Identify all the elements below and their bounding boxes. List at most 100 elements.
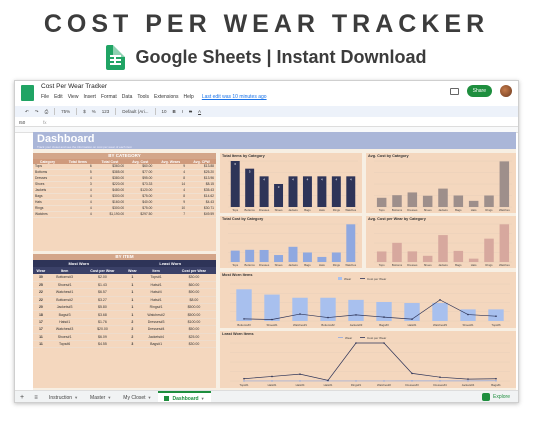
table-cell[interactable]: Rings — [33, 205, 63, 212]
total-cost-chart[interactable]: Total Cost by Category Tops Bottoms Dresse… — [220, 216, 362, 268]
table-cell[interactable]: $60.00 — [171, 281, 216, 290]
table-cell[interactable]: Tops — [33, 164, 63, 170]
undo-icon[interactable]: ↶ — [25, 108, 29, 114]
table-cell[interactable]: Hats#4 — [140, 288, 172, 297]
table-cell[interactable]: 1 — [124, 288, 141, 297]
table-cell[interactable]: Tops#1 — [140, 274, 172, 282]
table-cell[interactable]: $6.09 — [80, 333, 125, 342]
star-icon[interactable]: ☆ — [95, 83, 101, 89]
total-items-chart[interactable]: Total Items by Category Tops 6 Bottoms 5 Dre… — [220, 153, 362, 213]
table-cell[interactable]: 9 — [154, 199, 188, 206]
table-cell[interactable]: 4 — [62, 199, 94, 206]
table-cell[interactable]: Shoes#1 — [48, 333, 81, 342]
table-cell[interactable]: Hats#1 — [48, 318, 81, 327]
table-cell[interactable]: $4.55 — [80, 340, 125, 349]
table-cell[interactable]: 22 — [33, 288, 49, 297]
table-cell[interactable]: 9 — [154, 164, 188, 170]
document-title[interactable]: Cost Per Wear Tracker — [41, 83, 107, 90]
table-cell[interactable]: $2.00 — [80, 274, 125, 282]
table-cell[interactable]: $220.00 — [93, 181, 127, 188]
table-cell[interactable]: $360.00 — [93, 164, 127, 170]
italic-icon[interactable]: I — [181, 109, 184, 114]
menu-data[interactable]: Data — [121, 94, 133, 100]
table-cell[interactable]: $73.33 — [126, 181, 155, 188]
table-cell[interactable]: 1 — [124, 310, 141, 319]
font-size-input[interactable]: 10 — [161, 109, 167, 114]
table-cell[interactable]: 3 — [62, 181, 94, 188]
table-cell[interactable]: Hats#1 — [140, 296, 172, 305]
table-cell[interactable]: Bags#3 — [48, 310, 81, 319]
table-cell[interactable]: Jackets — [33, 187, 63, 194]
table-cell[interactable]: $3.27 — [80, 296, 125, 305]
table-cell[interactable]: $300.00 — [93, 205, 127, 212]
table-cell[interactable]: $385.00 — [93, 169, 127, 176]
table-cell[interactable]: $3.68 — [80, 310, 125, 319]
menu-insert[interactable]: Insert — [83, 94, 96, 100]
table-cell[interactable]: $300.00 — [93, 193, 127, 200]
table-cell[interactable]: 1 — [124, 274, 141, 282]
table-cell[interactable]: 4 — [154, 169, 188, 176]
table-cell[interactable]: $30.00 — [171, 274, 216, 282]
table-cell[interactable]: 11 — [33, 340, 49, 349]
text-color-icon[interactable]: A — [198, 109, 202, 114]
table-cell[interactable]: 2 — [124, 333, 141, 342]
all-sheets-icon[interactable]: ≡ — [34, 394, 38, 401]
table-cell[interactable]: 11 — [33, 333, 49, 342]
table-cell[interactable]: 7 — [154, 211, 188, 218]
table-cell[interactable]: $40.00 — [126, 199, 155, 206]
print-icon[interactable]: ⎙ — [44, 109, 49, 114]
table-cell[interactable]: $297.50 — [126, 211, 155, 218]
table-cell[interactable]: 4 — [62, 175, 94, 182]
table-cell[interactable]: 2 — [124, 318, 141, 327]
table-cell[interactable]: $25.00 — [171, 333, 216, 342]
explore-button[interactable]: Explore — [482, 393, 510, 401]
table-cell[interactable]: 22 — [33, 296, 49, 305]
table-cell[interactable]: 4 — [62, 211, 94, 218]
table-cell[interactable]: $1,190.00 — [93, 211, 127, 218]
add-sheet-icon[interactable]: + — [19, 394, 25, 401]
table-cell[interactable]: $100.00 — [171, 318, 216, 327]
table-cell[interactable]: Hats — [33, 199, 63, 206]
least-worn-chart[interactable]: Least Worn Items Wear Cost per Wear Tops#1… — [220, 331, 516, 388]
table-cell[interactable]: $13.88 — [187, 164, 216, 170]
table-cell[interactable]: 1 — [124, 303, 141, 312]
table-cell[interactable]: 4 — [154, 187, 188, 194]
table-cell[interactable]: Rings#1 — [140, 303, 172, 312]
comment-icon[interactable] — [449, 87, 459, 95]
table-cell[interactable]: $35.43 — [187, 187, 216, 194]
table-cell[interactable]: $1.43 — [80, 281, 125, 290]
tab-instruction[interactable]: Instruction ▼ — [43, 391, 84, 403]
table-cell[interactable]: 4 — [62, 187, 94, 194]
menu-tools[interactable]: Tools — [137, 94, 150, 100]
table-cell[interactable]: $120.00 — [126, 187, 155, 194]
table-cell[interactable]: $6.57 — [80, 288, 125, 297]
table-cell[interactable]: $160.00 — [93, 199, 127, 206]
table-cell[interactable]: $75.00 — [126, 193, 155, 200]
table-cell[interactable]: $30.71 — [187, 205, 216, 212]
table-cell[interactable]: Watches#1 — [48, 288, 81, 297]
table-cell[interactable]: $13.96 — [187, 175, 216, 182]
table-cell[interactable]: 25 — [33, 281, 49, 290]
most-worn-chart[interactable]: Most Worn Items Wear Cost per Wear Bottoms… — [220, 272, 516, 328]
currency-icon[interactable]: $ — [83, 109, 86, 114]
table-cell[interactable]: $480.00 — [93, 187, 127, 194]
table-cell[interactable]: 1 — [124, 281, 141, 290]
table-cell[interactable]: $95.00 — [126, 175, 155, 182]
table-cell[interactable]: Tops#6 — [48, 340, 81, 349]
menu-view[interactable]: View — [67, 94, 79, 100]
table-cell[interactable]: 3 — [124, 340, 141, 349]
avg-cpw-chart[interactable]: Avg. Cost per Wear by Category Tops Botto… — [366, 216, 516, 268]
bold-icon[interactable]: B — [172, 109, 176, 114]
table-cell[interactable]: $8.00 — [171, 296, 216, 305]
table-cell[interactable]: 1 — [124, 296, 141, 305]
avg-cost-chart[interactable]: Avg. Cost by Category Tops Bottoms Dresses… — [366, 153, 516, 213]
font-select[interactable]: Default (Ari... — [122, 109, 149, 114]
redo-icon[interactable]: ↷ — [34, 108, 39, 114]
table-cell[interactable]: $75.00 — [126, 205, 155, 212]
table-cell[interactable]: $4.43 — [187, 199, 216, 206]
table-cell[interactable]: 4 — [62, 193, 94, 200]
table-cell[interactable]: $77.00 — [126, 169, 155, 176]
tab-dashboard[interactable]: Dashboard ▼ — [157, 390, 211, 402]
table-cell[interactable]: 20 — [33, 303, 49, 312]
table-cell[interactable]: Jackets#3 — [48, 303, 81, 312]
